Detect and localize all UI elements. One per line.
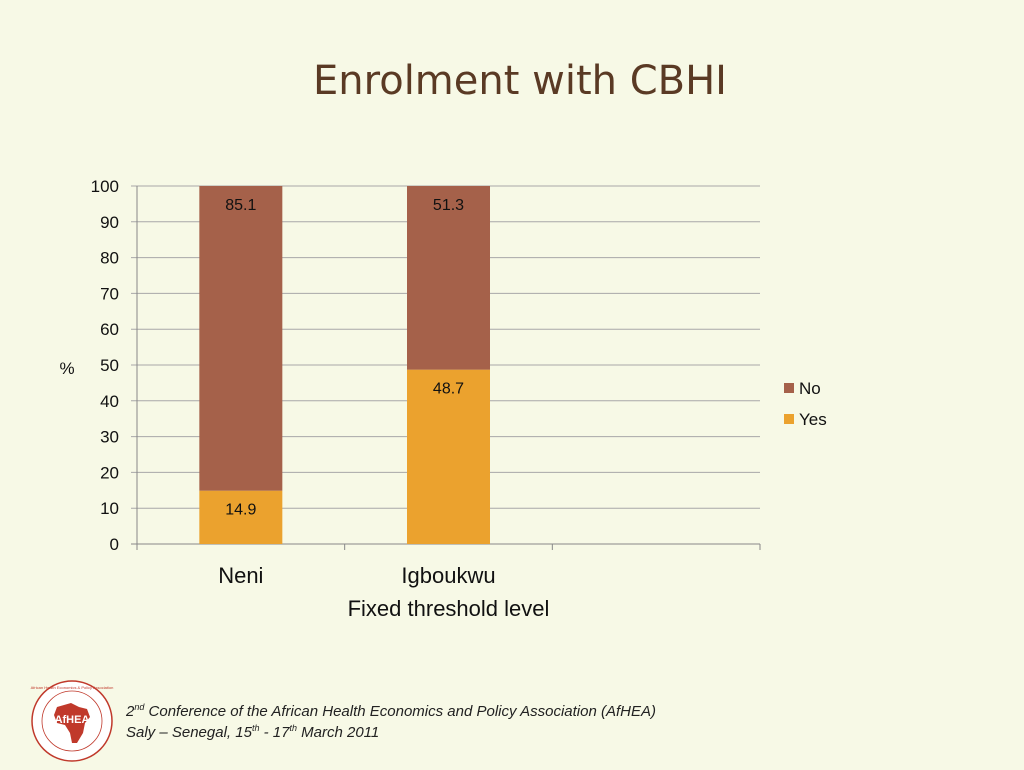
stacked-bar-chart: 0 10 20 30 40 50 60 70 80 90 100% 14.9 85.1 Neni 48.7 5… [59,177,827,621]
y-tick-label: 60 [100,320,119,339]
afhea-logo: AfHEA African Health Economics & Policy … [27,677,117,770]
x-axis-label: Fixed threshold level [348,596,550,621]
y-tick-label: 30 [100,428,119,447]
slide-title: Enrolment with CBHI [313,58,727,104]
y-tick-label: 0 [110,535,119,554]
data-label-yes: 48.7 [433,381,464,398]
bar-yes-neni [199,490,283,544]
y-tick-label: 40 [100,392,119,411]
logo-text: AfHEA [55,714,90,726]
data-label-yes: 14.9 [225,502,256,519]
y-tick-label: 70 [100,284,119,303]
y-tick-label: 10 [100,499,119,518]
y-axis-label: % [59,359,74,378]
bar-yes-igboukwu [407,369,490,544]
legend-label-no: No [799,379,821,398]
legend-swatch-yes [784,414,794,424]
data-label-no: 51.3 [433,197,464,214]
x-tick-label: Igboukwu [401,563,495,588]
footer-line-2: Saly – Senegal, 15th - 17th March 2011 [126,723,380,741]
data-label-no: 85.1 [225,197,256,214]
y-tick-label: 50 [100,356,119,375]
y-tick-label: 90 [100,213,119,232]
footer-line-1: 2nd Conference of the African Health Eco… [126,702,656,720]
logo-ring-text: African Health Economics & Policy Associ… [31,685,114,690]
bar-no-neni [199,186,283,491]
bar-no-igboukwu [407,186,490,370]
y-tick-label: 20 [100,463,119,482]
legend-swatch-no [784,383,794,393]
x-tick-label: Neni [218,563,263,588]
legend-label-yes: Yes [799,410,827,429]
y-tick-label: 100 [91,177,119,196]
y-tick-label: 80 [100,249,119,268]
